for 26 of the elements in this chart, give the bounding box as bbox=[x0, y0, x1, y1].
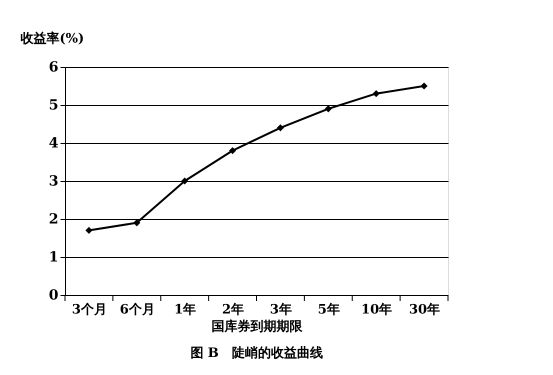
y-tick-label: 1 bbox=[48, 250, 58, 266]
y-axis-title: 收益率(%) bbox=[20, 30, 84, 46]
point bbox=[133, 219, 140, 226]
y-tick-label: 6 bbox=[48, 60, 58, 76]
point bbox=[372, 90, 380, 98]
point bbox=[85, 226, 92, 234]
y-tick-label: 0 bbox=[48, 288, 59, 304]
y-tick-label: 5 bbox=[48, 98, 58, 114]
x-tick-label: 3个月 bbox=[72, 302, 107, 318]
x-tick-label: 30年 bbox=[409, 302, 440, 318]
x-axis-title: 国库券到期期限 bbox=[212, 318, 304, 334]
y-tick-label: 4 bbox=[48, 136, 59, 152]
point bbox=[181, 177, 188, 185]
x-tick-label: 3年 bbox=[270, 302, 292, 318]
point bbox=[229, 147, 236, 154]
x-tick-label: 1年 bbox=[174, 302, 196, 318]
x-tick-label: 10年 bbox=[361, 302, 392, 318]
text: 图 B 陡峭的收益曲线 bbox=[190, 346, 323, 361]
x-tick-label: 2年 bbox=[222, 302, 244, 318]
point bbox=[420, 82, 428, 90]
x-tick-label: 5年 bbox=[318, 302, 340, 318]
x-tick-label: 6个月 bbox=[120, 302, 155, 318]
y-tick-label: 2 bbox=[48, 212, 58, 228]
y-tick-label: 3 bbox=[48, 174, 58, 190]
point bbox=[276, 124, 284, 132]
point bbox=[324, 105, 332, 112]
